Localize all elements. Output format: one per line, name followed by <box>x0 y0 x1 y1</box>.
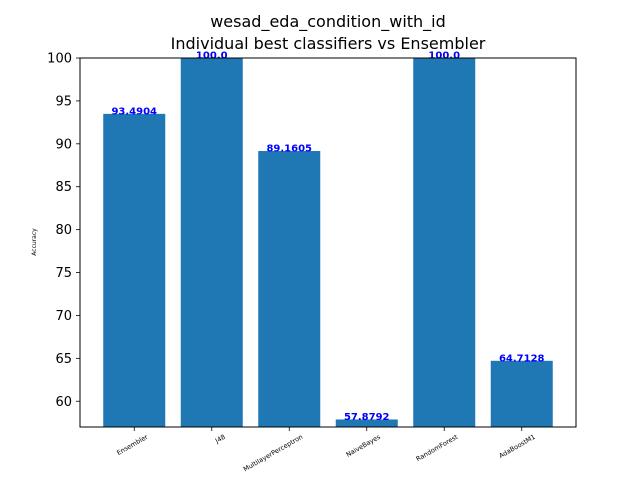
x-tick-label-randomforest: RandomForest <box>415 433 460 464</box>
y-tick-label: 75 <box>55 266 72 281</box>
x-tick-label-ensembler: Ensembler <box>115 433 149 457</box>
x-tick-label-j48: J48 <box>213 433 227 446</box>
bar-randomforest <box>413 58 476 427</box>
y-tick-label: 80 <box>55 223 72 238</box>
bar-ensembler <box>103 113 166 428</box>
bar-multilayerperceptron <box>258 151 321 427</box>
data-label-j48: 100.0 <box>196 51 228 62</box>
y-tick-label: 90 <box>55 137 72 152</box>
y-tick-label: 100 <box>47 52 72 67</box>
y-tick-label: 85 <box>55 180 72 195</box>
x-tick-label-naivebayes: NaiveBayes <box>345 432 383 458</box>
y-axis: 60 65 70 75 80 85 90 95 100 <box>47 52 80 410</box>
y-axis-label: Accuracy <box>31 228 38 256</box>
chart-subtitle: Individual best classifiers vs Ensembler <box>171 34 486 53</box>
data-label-ensembler: 93.4904 <box>111 106 157 117</box>
data-label-naivebayes: 57.8792 <box>344 412 390 423</box>
bar-naivebayes <box>335 419 398 427</box>
bar-j48 <box>180 58 243 427</box>
y-tick-label: 70 <box>55 309 72 324</box>
bar-adaboostm1 <box>490 360 553 427</box>
data-label-randomforest: 100.0 <box>428 51 460 62</box>
x-tick-label-adaboostm1: AdaBoostM1 <box>498 433 537 460</box>
chart-title: wesad_eda_condition_with_id <box>210 12 446 32</box>
y-tick-label: 65 <box>55 352 72 367</box>
x-axis: Ensembler J48 MultilayerPerceptron NaiveBay… <box>115 427 537 474</box>
y-tick-label: 95 <box>55 94 72 109</box>
plot-frame <box>79 57 577 428</box>
x-tick-label-multilayerperceptron: MultilayerPerceptron <box>242 433 304 474</box>
bars-group: 93.4904 100.0 89.1605 57.8792 100.0 64.7128 <box>103 51 553 428</box>
y-tick-label: 60 <box>55 395 72 410</box>
data-label-multilayerperceptron: 89.1605 <box>266 144 312 155</box>
data-label-adaboostm1: 64.7128 <box>499 353 545 364</box>
